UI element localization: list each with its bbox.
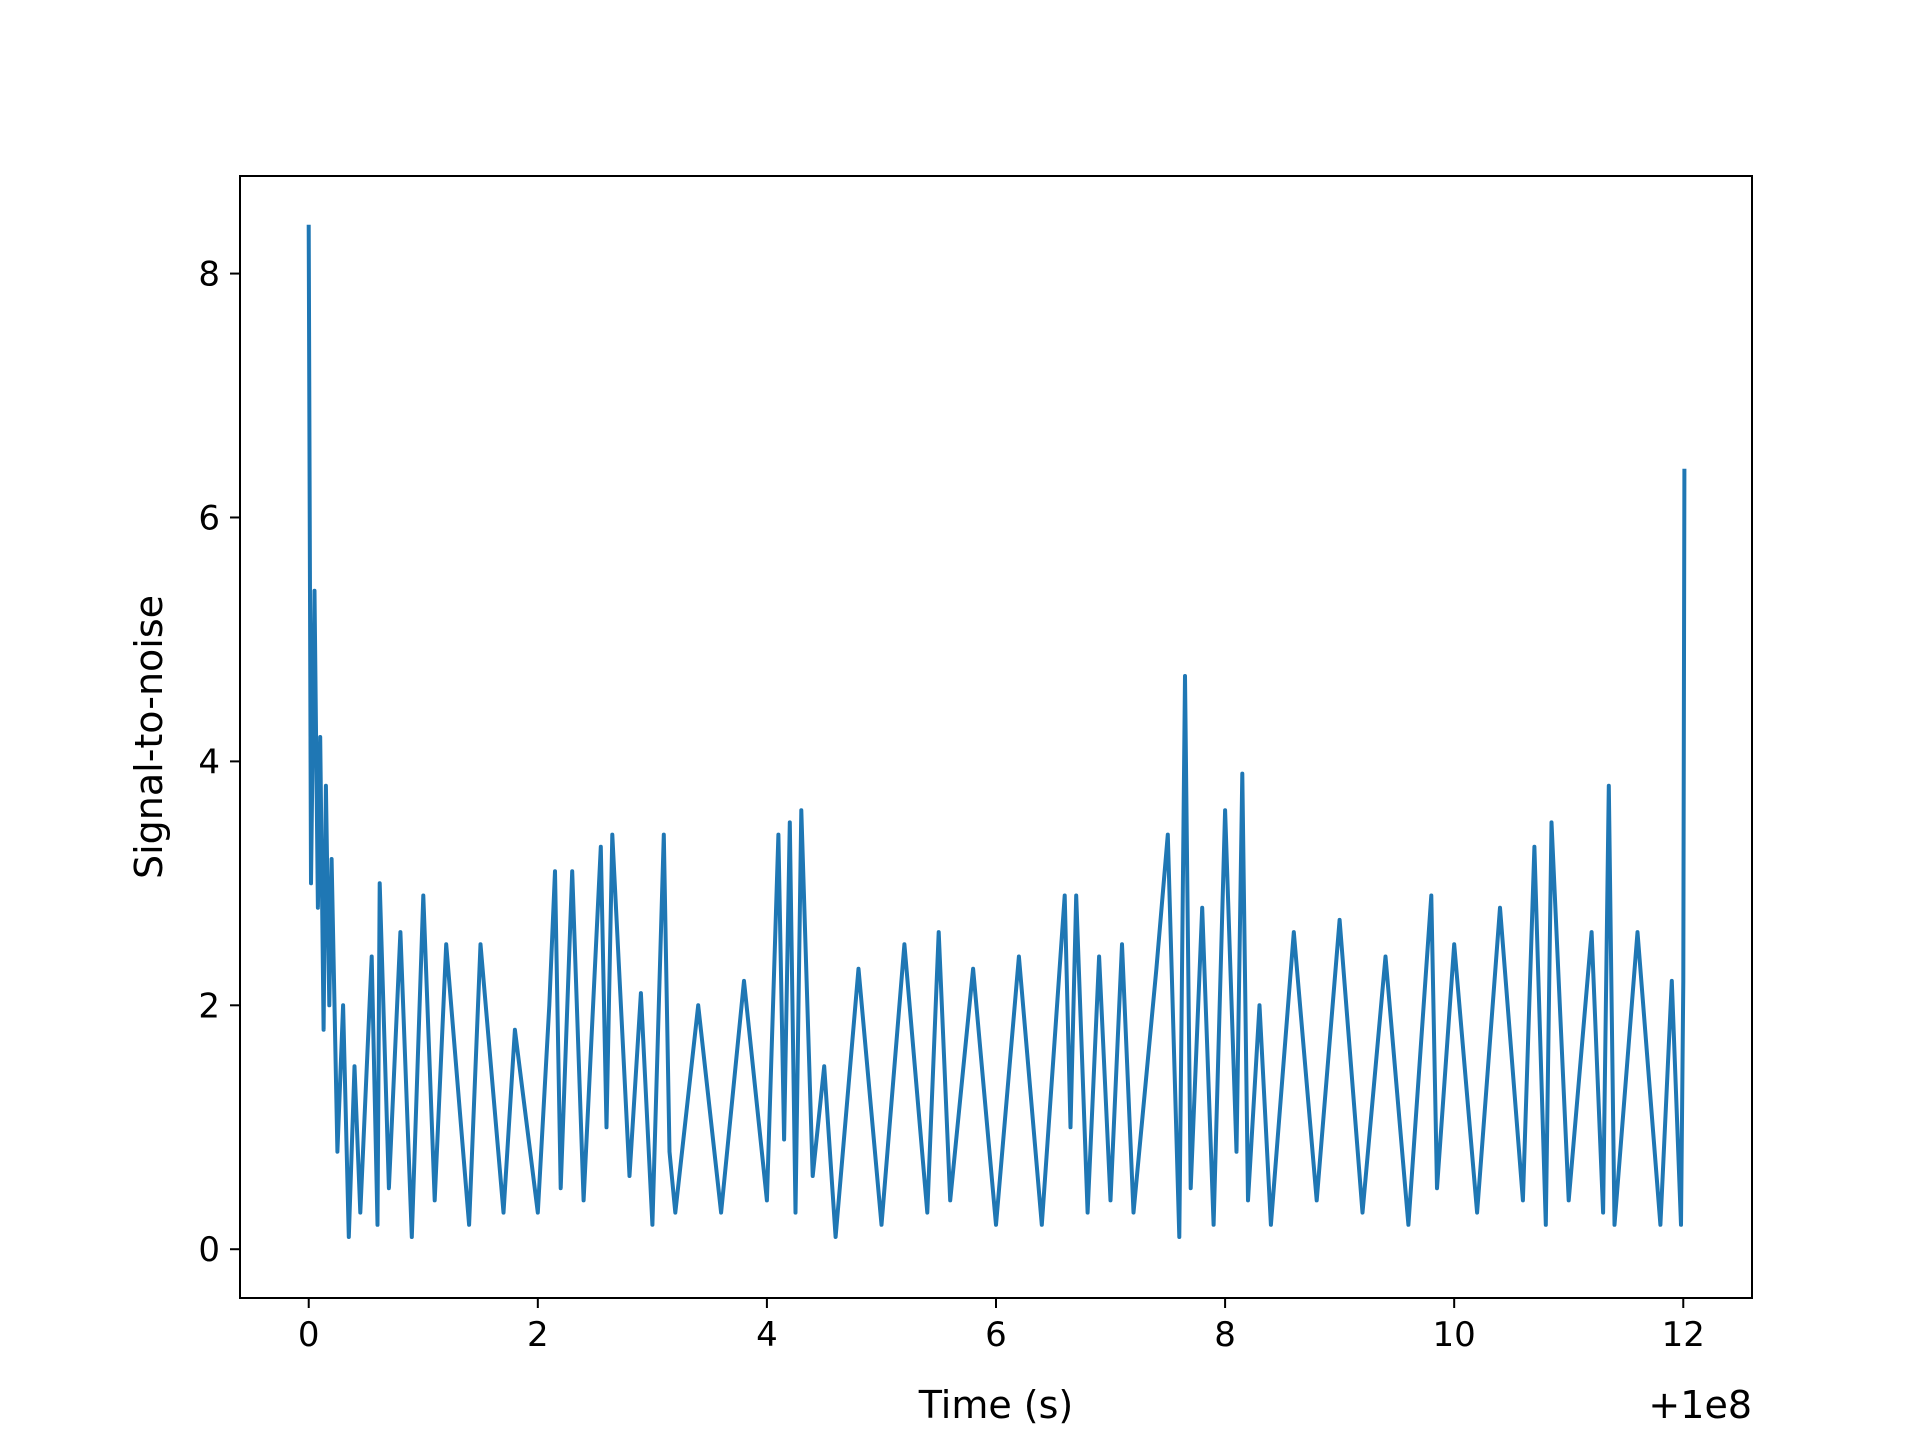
- x-tick-label: 0: [298, 1315, 320, 1355]
- y-tick-label: 6: [198, 498, 220, 538]
- y-tick-label: 0: [198, 1230, 220, 1270]
- y-axis-ticks: 0 2 4 6 8: [198, 255, 240, 1270]
- plot-area: [306, 224, 1687, 1239]
- snr-series-line: [306, 224, 1687, 1239]
- x-axis-ticks: 0 2 4 6 8 10 12: [298, 1298, 1705, 1355]
- x-tick-label: 4: [756, 1315, 778, 1355]
- axes-frame: [239, 175, 1753, 1299]
- x-tick-label: 8: [1214, 1315, 1236, 1355]
- y-axis-label: Signal-to-noise: [127, 595, 171, 879]
- y-tick-label: 2: [198, 986, 220, 1026]
- y-tick-label: 4: [198, 742, 220, 782]
- x-tick-label: 10: [1433, 1315, 1476, 1355]
- x-tick-label: 12: [1662, 1315, 1705, 1355]
- y-tick-label: 8: [198, 255, 220, 295]
- x-axis-offset-label: +1e8: [1648, 1383, 1752, 1427]
- x-tick-label: 6: [985, 1315, 1007, 1355]
- x-tick-label: 2: [527, 1315, 549, 1355]
- x-axis-label: Time (s): [918, 1383, 1074, 1427]
